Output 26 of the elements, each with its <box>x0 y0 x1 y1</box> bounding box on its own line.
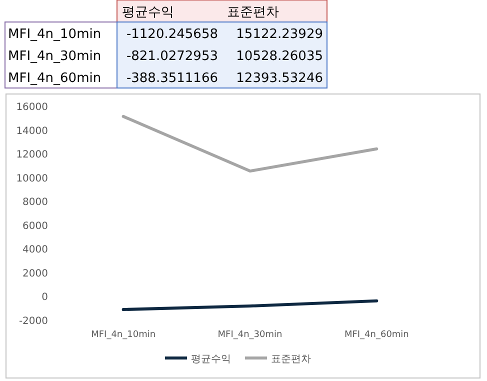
text: MFI_4n_30min <box>8 49 102 64</box>
text: 평균수익 <box>122 5 174 20</box>
text: MFI_4n_60min <box>8 71 102 86</box>
y-tick-label: 16000 <box>16 102 48 113</box>
x-tick-label: MFI_4n_60min <box>344 330 409 340</box>
y-tick-label: 12000 <box>16 150 48 161</box>
x-tick-label: MFI_4n_10min <box>91 330 156 340</box>
text: 표준편차 <box>227 5 279 20</box>
text: 10528.26035 <box>236 49 323 64</box>
y-tick-label: 14000 <box>16 126 48 137</box>
y-tick-label: 0 <box>42 292 48 304</box>
y-tick-label: 6000 <box>22 220 48 232</box>
legend-label: 표준편차 <box>271 354 311 365</box>
y-tick-label: -2000 <box>18 316 48 327</box>
text: 15122.23929 <box>236 27 323 42</box>
text: -388.3511166 <box>126 71 218 86</box>
text: 12393.53246 <box>236 71 323 86</box>
y-tick-label: 2000 <box>22 268 48 280</box>
y-tick-label: 8000 <box>22 197 48 208</box>
legend-label: 평균수익 <box>191 354 231 365</box>
y-tick-label: 10000 <box>16 173 48 184</box>
text: -1120.245658 <box>126 27 218 42</box>
text: MFI_4n_10min <box>8 27 102 42</box>
y-tick-label: 4000 <box>22 244 48 256</box>
text: -821.0272953 <box>126 49 218 64</box>
x-tick-label: MFI_4n_30min <box>218 330 282 340</box>
